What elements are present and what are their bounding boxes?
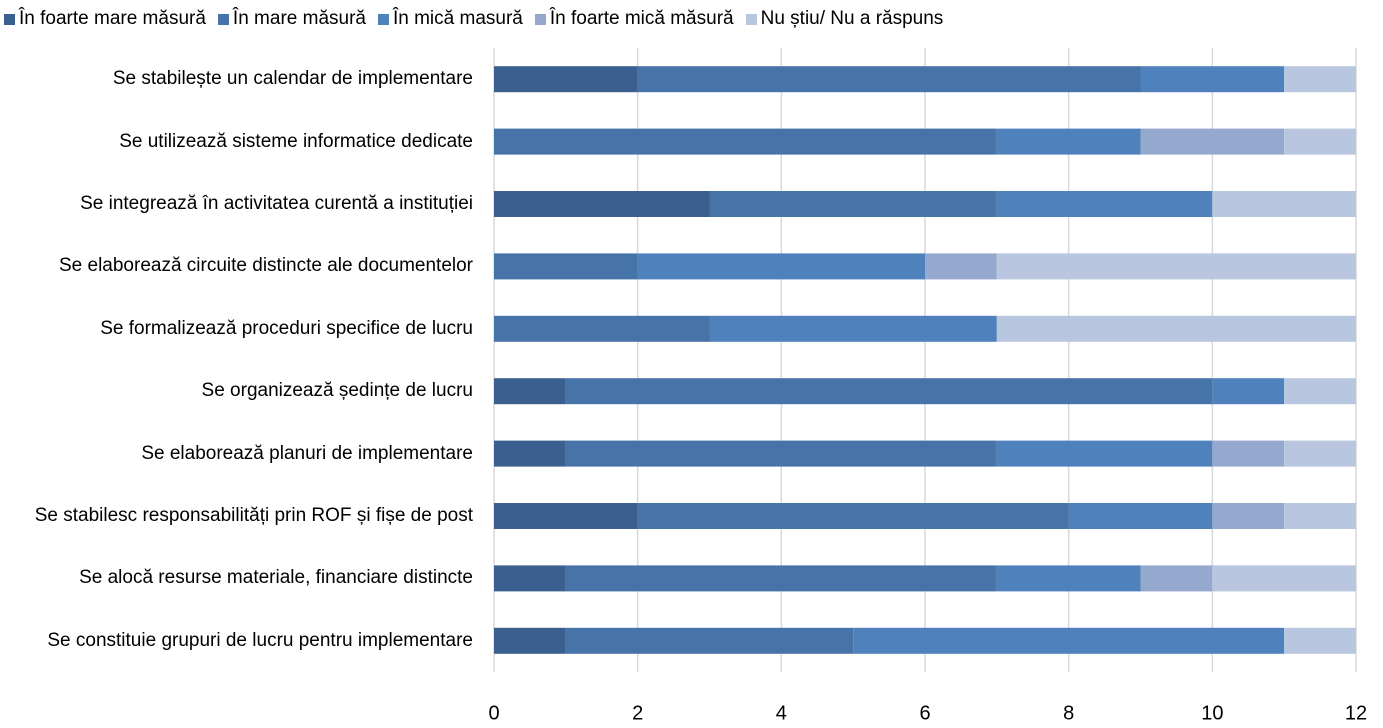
bar-segment [1284,627,1356,654]
category-label-box: Se formalizează proceduri specifice de l… [0,299,473,359]
category-label-box: Se utilizează sisteme informatice dedica… [0,112,473,172]
bar-segment [494,378,566,405]
category-label: Se organizează ședințe de lucru [201,380,473,402]
bar-segment [925,253,997,280]
category-label: Se alocă resurse materiale, financiare d… [79,567,473,589]
legend-swatch [217,13,229,25]
category-label: Se constituie grupuri de lucru pentru im… [47,629,473,651]
category-label: Se elaborează circuite distincte ale doc… [58,255,473,277]
bar-segment [494,191,710,217]
bar-segment [1140,128,1285,155]
category-label: Se formalizează proceduri specifice de l… [100,317,473,339]
legend-swatch [4,13,15,25]
x-tick-label: 6 [919,702,930,724]
bar-segment [565,378,1213,405]
bar-segment [494,253,638,280]
bar-segment [1284,440,1356,467]
legend-label: Nu știu/ Nu a răspuns [760,8,944,29]
bar-segment [1212,565,1356,592]
bar-segment [996,565,1141,592]
legend: În foarte mare măsură În mare măsură În mi… [4,8,943,30]
category-label-box: Se stabilește un calendar de implementar… [0,49,473,109]
category-label: Se stabilesc responsabilități prin ROF ș… [34,505,473,526]
legend-swatch [534,13,546,25]
bar-segment [494,66,638,93]
legend-item: În mare măsură [217,8,366,30]
x-tick-label: 4 [776,702,787,724]
x-tick-label: 0 [488,702,499,724]
bar-segment [996,128,1141,155]
category-label-box: Se elaborează circuite distincte ale doc… [0,236,473,296]
bar-segment [996,253,1356,280]
x-tick-label: 10 [1201,702,1223,724]
bar-segment [637,66,1141,93]
bar-segment [1284,128,1356,155]
legend-item: În mică masură [377,8,523,30]
bar-segment [494,128,997,155]
bar-segment [1284,503,1356,529]
bar-segment [494,627,566,654]
bar-segment [1140,565,1213,592]
legend-label: În mare măsură [232,8,366,29]
legend-swatch [377,13,389,25]
bar-segment [1284,66,1356,93]
category-label: Se utilizează sisteme informatice dedica… [119,130,473,152]
bar-segment [709,315,997,342]
category-label-box: Se stabilesc responsabilități prin ROF ș… [0,486,473,546]
bar-segment [637,503,1069,529]
bar-segment [709,191,997,217]
bar-segment [637,253,925,280]
x-tick-label: 2 [632,702,643,724]
legend-item: Nu știu/ Nu a răspuns [745,8,944,30]
legend-label: În foarte mare măsură [19,8,206,29]
bar-segment [494,315,710,342]
category-label: Se integrează în activitatea curentă a i… [80,193,473,214]
bar-segment [494,565,566,592]
bar-segment [1212,503,1285,529]
bar-segment [1284,378,1356,405]
category-label-box: Se organizează ședințe de lucru [0,361,473,421]
bar-segment [1212,191,1356,217]
category-label-box: Se elaborează planuri de implementare [0,424,473,484]
category-label-box: Se alocă resurse materiale, financiare d… [0,548,473,608]
x-tick-label: 12 [1345,702,1367,724]
category-label: Se stabilește un calendar de implementar… [112,68,473,90]
bar-segment [996,440,1213,467]
x-tick-label: 8 [1063,702,1074,724]
bar-segment [494,440,566,467]
bar-segment [1140,66,1285,93]
legend-label: În mică masură [392,8,523,29]
bar-segment [853,627,1285,654]
category-label-box: Se constituie grupuri de lucru pentru im… [0,611,473,671]
legend-swatch [745,13,757,25]
bar-segment [996,315,1356,342]
bar-segment [565,627,854,654]
legend-label: În foarte mică măsură [549,8,734,29]
legend-item: În foarte mare măsură [4,8,206,30]
bar-segment [996,191,1213,217]
bar-segment [1212,440,1285,467]
bar-segment [1212,378,1285,405]
bar-segment [565,565,997,592]
bar-segment [494,503,638,529]
category-label-box: Se integrează în activitatea curentă a i… [0,174,473,234]
legend-item: În foarte mică măsură [534,8,734,30]
bar-segment [565,440,997,467]
bar-segment [1068,503,1213,529]
category-label: Se elaborează planuri de implementare [141,442,473,464]
